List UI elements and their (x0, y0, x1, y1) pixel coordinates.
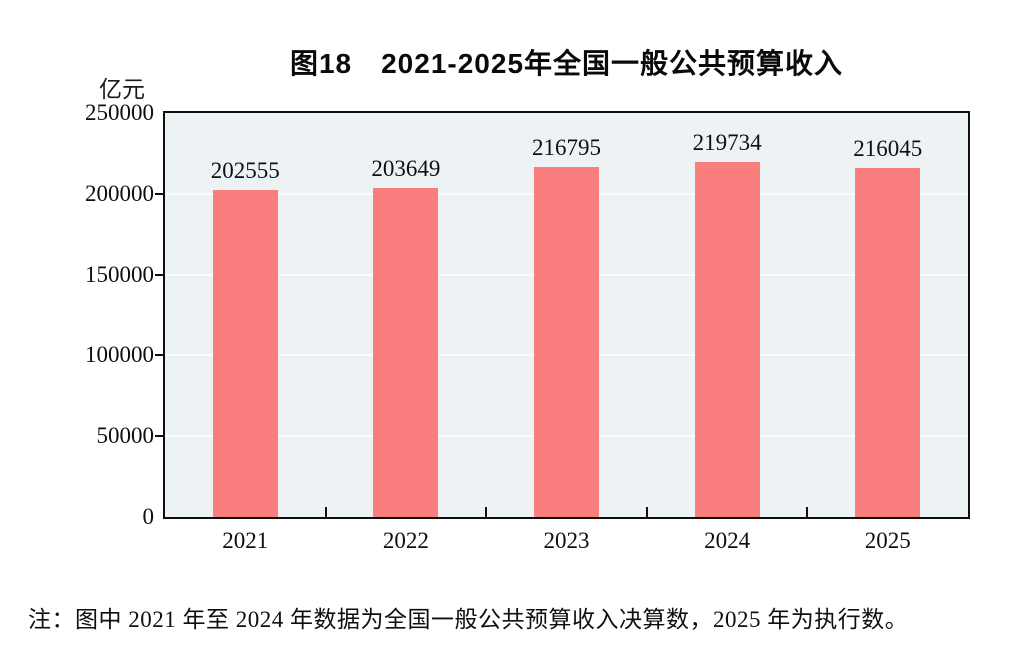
bar-2021 (212, 189, 278, 517)
x-axis-tick-label: 2025 (864, 528, 911, 553)
y-axis-tick-mark (155, 354, 164, 357)
y-axis-tick-label: 100000 (85, 342, 154, 368)
x-axis-tick-label: 2023 (543, 528, 590, 553)
bar-2025 (855, 167, 921, 517)
y-axis-tick-label: 150000 (85, 261, 154, 287)
x-axis-tick-mark (645, 507, 648, 517)
y-axis-tick-mark (155, 435, 164, 438)
x-axis-tick-label: 2022 (382, 528, 429, 553)
bar-value-label: 216795 (532, 134, 601, 160)
y-axis-tick-mark (155, 273, 164, 276)
y-axis-tick-label: 250000 (85, 100, 154, 125)
chart-title: 图18 2021-2025年全国一般公共预算收入 (289, 48, 844, 79)
plot-area: 202555 203649 216795 219734 216045 (163, 111, 970, 519)
y-axis-tick-label: 200000 (85, 180, 154, 206)
bar-2023 (534, 166, 599, 517)
x-axis-tick-mark (806, 507, 809, 517)
bar-2024 (694, 161, 760, 517)
bar-value-label: 219734 (692, 129, 762, 155)
y-axis-unit-label: 亿元 (99, 77, 145, 102)
bar-value-label: 216045 (853, 135, 923, 161)
x-axis-tick-mark (324, 507, 327, 517)
x-axis-tick-mark (485, 507, 488, 517)
y-axis-tick-label: 50000 (96, 423, 155, 449)
y-axis-tick-label: 0 (142, 504, 155, 529)
bar-value-label: 202555 (210, 157, 280, 183)
y-axis-tick-mark (155, 192, 164, 195)
x-axis-tick-label: 2021 (222, 528, 269, 553)
bar-2022 (373, 187, 439, 517)
footnote: 注：图中 2021 年至 2024 年数据为全国一般公共预算收入决算数，2025… (28, 607, 909, 632)
x-axis-tick-label: 2024 (704, 528, 751, 553)
bar-value-label: 203649 (371, 155, 441, 181)
